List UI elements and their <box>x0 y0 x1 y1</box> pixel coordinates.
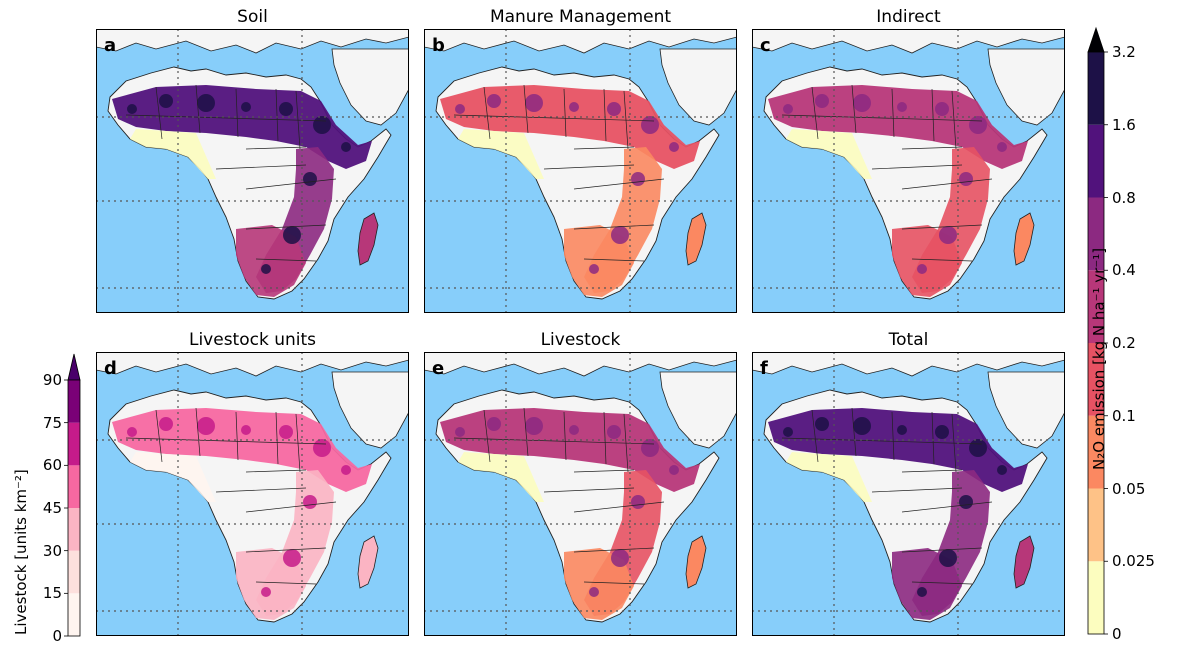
n2o-colorbar-tick-label: 0.4 <box>1112 261 1136 280</box>
n2o-colorbar-tick-label: 0.025 <box>1112 552 1155 571</box>
panel-d: Livestock units d <box>96 330 409 636</box>
n2o-colorbar-swatch <box>1088 124 1104 198</box>
panel-f: Total f <box>752 330 1065 636</box>
map-soil <box>96 29 409 313</box>
livestock-colorbar: 0 15 30 45 60 75 90 Livestock [units km⁻²] <box>0 350 95 650</box>
livestock-colorbar-tick-label: 0 <box>52 627 62 645</box>
n2o-colorbar-tick-label: 0.05 <box>1112 479 1146 498</box>
panel-letter: e <box>432 358 445 379</box>
livestock-colorbar-tick-label: 90 <box>42 371 62 389</box>
n2o-colorbar-tick-label: 0.8 <box>1112 188 1136 207</box>
map-indirect <box>752 29 1065 313</box>
panel-letter: d <box>104 358 117 379</box>
panel-title: Livestock <box>540 330 621 350</box>
map-total <box>752 352 1065 636</box>
livestock-colorbar-tick-label: 75 <box>42 413 62 432</box>
panel-b: Manure Management b <box>424 7 737 313</box>
panel-c: Indirect c <box>752 7 1065 313</box>
n2o-colorbar-swatch <box>1088 270 1104 343</box>
n2o-colorbar-tick-label: 3.2 <box>1112 43 1136 61</box>
panel-letter: a <box>104 35 117 56</box>
livestock-colorbar-swatch <box>68 550 80 594</box>
panel-title: Livestock units <box>188 330 317 350</box>
n2o-colorbar-tick-label: 1.6 <box>1112 115 1136 134</box>
panel-title: Manure Management <box>489 7 672 27</box>
panel-e: Livestock e <box>424 330 737 636</box>
panel-title: Soil <box>237 7 268 27</box>
n2o-colorbar-swatch <box>1088 415 1104 489</box>
n2o-colorbar-swatches <box>1087 26 1108 635</box>
map-manure-management <box>424 29 737 313</box>
livestock-colorbar-swatch <box>68 593 80 636</box>
n2o-colorbar: 0 0.025 0.05 0.1 0.2 0.4 0.8 1.6 3.2 N₂O emissio… <box>1080 24 1200 644</box>
n2o-colorbar-swatch <box>1088 343 1104 416</box>
livestock-colorbar-tick-label: 45 <box>42 499 62 517</box>
n2o-colorbar-tick-label: 0.2 <box>1112 334 1136 352</box>
livestock-colorbar-tick-label: 60 <box>42 456 62 475</box>
livestock-colorbar-tick-label: 15 <box>42 584 62 603</box>
panel-letter: c <box>760 35 771 56</box>
livestock-colorbar-swatch <box>68 422 80 466</box>
n2o-colorbar-tick-label: 0 <box>1112 625 1122 643</box>
n2o-colorbar-tick-label: 0.1 <box>1112 406 1136 425</box>
panel-title: Total <box>888 330 929 350</box>
livestock-colorbar-swatch <box>68 508 80 551</box>
map-livestock <box>424 352 737 636</box>
livestock-colorbar-swatch <box>68 465 80 508</box>
n2o-colorbar-swatch <box>1088 197 1104 271</box>
panel-letter: f <box>760 358 768 379</box>
n2o-colorbar-swatch <box>1088 561 1104 634</box>
panel-letter: b <box>432 35 445 56</box>
map-livestock-units <box>96 352 409 636</box>
n2o-colorbar-swatch <box>1088 52 1104 125</box>
panel-a: Soil a <box>96 7 409 313</box>
livestock-colorbar-label: Livestock [units km⁻²] <box>12 469 30 635</box>
livestock-colorbar-swatch <box>68 380 80 423</box>
livestock-colorbar-swatches <box>64 353 81 637</box>
n2o-colorbar-swatch <box>1088 488 1104 562</box>
livestock-colorbar-tick-label: 30 <box>42 541 62 560</box>
panel-title: Indirect <box>876 7 941 27</box>
n2o-colorbar-label: N₂O emission [kg N ha⁻¹ yr⁻¹] <box>1090 247 1108 470</box>
